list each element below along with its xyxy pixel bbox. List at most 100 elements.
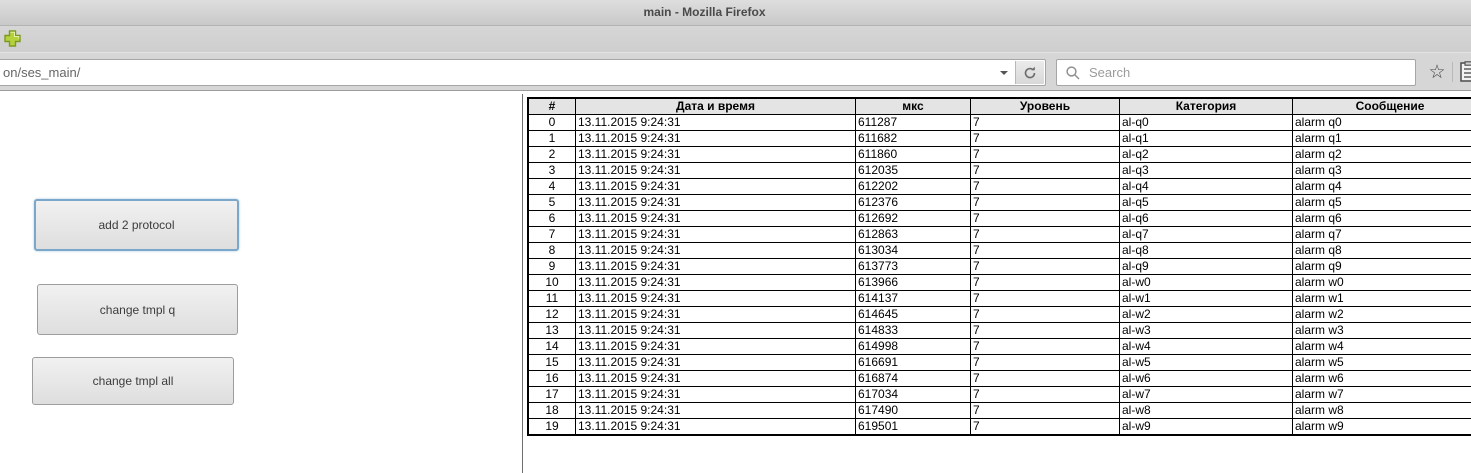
table-cell: 13.11.2015 9:24:31 bbox=[575, 418, 856, 436]
table-cell: 0 bbox=[527, 114, 576, 131]
table-cell: 13.11.2015 9:24:31 bbox=[575, 354, 856, 371]
window-titlebar: main - Mozilla Firefox bbox=[0, 0, 1471, 26]
table-row: 2 13.11.2015 9:24:31 611860 7 al-q2 alarm q2 bbox=[527, 146, 1471, 163]
table-cell: alarm w9 bbox=[1292, 418, 1471, 436]
table-cell: 13.11.2015 9:24:31 bbox=[575, 226, 856, 243]
table-cell: al-q9 bbox=[1119, 258, 1293, 275]
action-button-change-tmpl-q[interactable]: change tmpl q bbox=[37, 284, 238, 335]
url-history-dropdown-button[interactable] bbox=[995, 60, 1013, 85]
table-cell: al-q5 bbox=[1119, 194, 1293, 211]
table-cell: al-w3 bbox=[1119, 322, 1293, 339]
action-button-change-tmpl-all[interactable]: change tmpl all bbox=[32, 357, 234, 405]
table-row: 11 13.11.2015 9:24:31 614137 7 al-w1 alarm w1 bbox=[527, 290, 1471, 307]
table-cell: 617490 bbox=[855, 402, 971, 419]
table-cell: 7 bbox=[970, 418, 1120, 436]
table-cell: al-w8 bbox=[1119, 402, 1293, 419]
chevron-down-icon bbox=[1000, 71, 1008, 75]
table-cell: 7 bbox=[970, 130, 1120, 147]
reload-button[interactable] bbox=[1015, 61, 1044, 84]
table-cell: alarm w7 bbox=[1292, 386, 1471, 403]
table-cell: 7 bbox=[970, 194, 1120, 211]
table-cell: 7 bbox=[970, 290, 1120, 307]
table-cell: 7 bbox=[970, 146, 1120, 163]
table-cell: 13.11.2015 9:24:31 bbox=[575, 386, 856, 403]
table-row: 4 13.11.2015 9:24:31 612202 7 al-q4 alarm q4 bbox=[527, 178, 1471, 195]
table-header-row: # Дата и время мкс Уровень Категория Сообщени… bbox=[527, 97, 1471, 115]
table-cell: 16 bbox=[527, 370, 576, 387]
url-bar[interactable]: on/ses_main/ bbox=[0, 59, 1046, 86]
table-cell: alarm w6 bbox=[1292, 370, 1471, 387]
table-row: 5 13.11.2015 9:24:31 612376 7 al-q5 alarm q5 bbox=[527, 194, 1471, 211]
table-cell: 5 bbox=[527, 194, 576, 211]
table-cell: 7 bbox=[970, 402, 1120, 419]
table-cell: al-q4 bbox=[1119, 178, 1293, 195]
table-cell: 7 bbox=[970, 162, 1120, 179]
table-cell: 614998 bbox=[855, 338, 971, 355]
table-cell: 617034 bbox=[855, 386, 971, 403]
table-row: 7 13.11.2015 9:24:31 612863 7 al-q7 alarm q7 bbox=[527, 226, 1471, 243]
table-cell: al-q8 bbox=[1119, 242, 1293, 259]
table-row: 16 13.11.2015 9:24:31 616874 7 al-w6 alarm w6 bbox=[527, 370, 1471, 387]
table-cell: 611860 bbox=[855, 146, 971, 163]
table-cell: 12 bbox=[527, 306, 576, 323]
table-cell: 15 bbox=[527, 354, 576, 371]
table-cell: 611287 bbox=[855, 114, 971, 131]
table-cell: 2 bbox=[527, 146, 576, 163]
table-cell: 13.11.2015 9:24:31 bbox=[575, 322, 856, 339]
table-cell: al-w6 bbox=[1119, 370, 1293, 387]
action-button-add-2-protocol[interactable]: add 2 protocol bbox=[34, 199, 239, 251]
table-cell: al-q6 bbox=[1119, 210, 1293, 227]
search-input[interactable]: Search bbox=[1056, 59, 1416, 86]
table-cell: 13.11.2015 9:24:31 bbox=[575, 258, 856, 275]
bookmark-star-button[interactable]: ☆ bbox=[1424, 59, 1450, 86]
table-cell: 7 bbox=[970, 226, 1120, 243]
table-cell: 18 bbox=[527, 402, 576, 419]
table-cell: 7 bbox=[970, 338, 1120, 355]
table-cell: al-w9 bbox=[1119, 418, 1293, 436]
table-cell: 19 bbox=[527, 418, 576, 436]
table-cell: 7 bbox=[970, 370, 1120, 387]
table-cell: 612692 bbox=[855, 210, 971, 227]
table-cell: 10 bbox=[527, 274, 576, 291]
bookmarks-menu-button[interactable] bbox=[1459, 61, 1471, 83]
table-cell: alarm q9 bbox=[1292, 258, 1471, 275]
table-cell: 13.11.2015 9:24:31 bbox=[575, 402, 856, 419]
table-cell: 13.11.2015 9:24:31 bbox=[575, 274, 856, 291]
table-cell: 13.11.2015 9:24:31 bbox=[575, 370, 856, 387]
table-cell: 614645 bbox=[855, 306, 971, 323]
table-row: 9 13.11.2015 9:24:31 613773 7 al-q9 alarm q9 bbox=[527, 258, 1471, 275]
table-cell: al-q7 bbox=[1119, 226, 1293, 243]
table-cell: al-q0 bbox=[1119, 114, 1293, 131]
frame-divider bbox=[522, 94, 523, 473]
table-cell: al-w5 bbox=[1119, 354, 1293, 371]
table-cell: 13 bbox=[527, 322, 576, 339]
new-tab-button[interactable] bbox=[3, 29, 22, 48]
table-cell: al-w2 bbox=[1119, 306, 1293, 323]
table-cell: alarm w0 bbox=[1292, 274, 1471, 291]
table-cell: 612035 bbox=[855, 162, 971, 179]
table-row: 0 13.11.2015 9:24:31 611287 7 al-q0 alarm q0 bbox=[527, 114, 1471, 131]
table-cell: alarm q7 bbox=[1292, 226, 1471, 243]
table-cell: 613034 bbox=[855, 242, 971, 259]
url-text[interactable]: on/ses_main/ bbox=[3, 65, 81, 80]
table-cell: 612202 bbox=[855, 178, 971, 195]
table-cell: 13.11.2015 9:24:31 bbox=[575, 178, 856, 195]
table-row: 17 13.11.2015 9:24:31 617034 7 al-w7 alarm w7 bbox=[527, 386, 1471, 403]
table-cell: 13.11.2015 9:24:31 bbox=[575, 338, 856, 355]
table-cell: 13.11.2015 9:24:31 bbox=[575, 162, 856, 179]
table-cell: alarm q2 bbox=[1292, 146, 1471, 163]
table-row: 12 13.11.2015 9:24:31 614645 7 al-w2 alarm w2 bbox=[527, 306, 1471, 323]
table-cell: alarm q6 bbox=[1292, 210, 1471, 227]
clipboard-list-icon bbox=[1459, 61, 1471, 83]
table-row: 3 13.11.2015 9:24:31 612035 7 al-q3 alarm q3 bbox=[527, 162, 1471, 179]
table-cell: 3 bbox=[527, 162, 576, 179]
table-row: 18 13.11.2015 9:24:31 617490 7 al-w8 alarm w8 bbox=[527, 402, 1471, 419]
table-row: 15 13.11.2015 9:24:31 616691 7 al-w5 alarm w5 bbox=[527, 354, 1471, 371]
table-cell: alarm w8 bbox=[1292, 402, 1471, 419]
table-cell: 614833 bbox=[855, 322, 971, 339]
table-cell: alarm q8 bbox=[1292, 242, 1471, 259]
table-header-cell: # bbox=[527, 97, 576, 115]
table-cell: 1 bbox=[527, 130, 576, 147]
plus-icon bbox=[3, 30, 22, 52]
table-row: 14 13.11.2015 9:24:31 614998 7 al-w4 alarm w4 bbox=[527, 338, 1471, 355]
